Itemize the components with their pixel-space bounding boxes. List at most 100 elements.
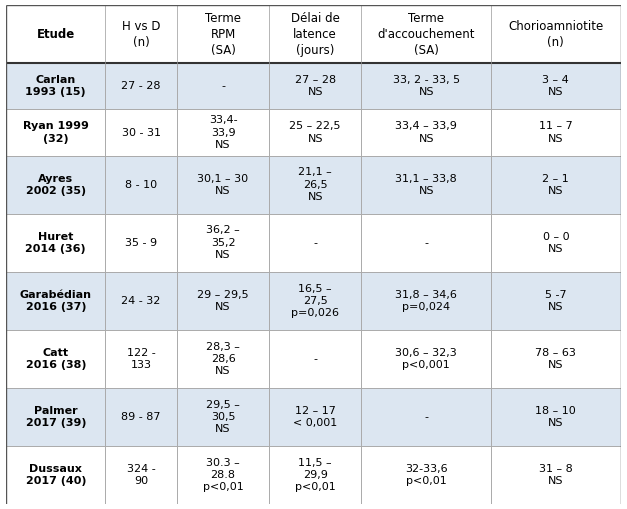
Bar bbox=[491, 156, 621, 214]
Text: 2 – 1
NS: 2 – 1 NS bbox=[542, 174, 569, 196]
Bar bbox=[491, 63, 621, 109]
Bar bbox=[6, 388, 105, 446]
Bar bbox=[105, 388, 177, 446]
Text: 27 – 28
NS: 27 – 28 NS bbox=[295, 75, 336, 98]
Bar bbox=[177, 214, 269, 272]
Bar bbox=[361, 63, 491, 109]
Text: Catt
2016 (38): Catt 2016 (38) bbox=[26, 348, 86, 370]
Text: 25 – 22,5
NS: 25 – 22,5 NS bbox=[290, 122, 341, 144]
Bar bbox=[491, 446, 621, 504]
Text: 5 -7
NS: 5 -7 NS bbox=[545, 290, 567, 312]
Text: Palmer
2017 (39): Palmer 2017 (39) bbox=[26, 406, 86, 428]
Text: 89 - 87: 89 - 87 bbox=[122, 412, 161, 422]
Bar bbox=[269, 272, 361, 330]
Text: 31,8 – 34,6
p=0,024: 31,8 – 34,6 p=0,024 bbox=[395, 290, 457, 312]
Bar bbox=[361, 446, 491, 504]
Bar bbox=[177, 272, 269, 330]
Bar bbox=[269, 214, 361, 272]
Bar bbox=[6, 5, 621, 63]
Text: Etude: Etude bbox=[36, 27, 75, 41]
Bar bbox=[105, 446, 177, 504]
Bar bbox=[177, 446, 269, 504]
Bar bbox=[6, 446, 105, 504]
Bar bbox=[491, 214, 621, 272]
Bar bbox=[6, 63, 105, 109]
Text: 18 – 10
NS: 18 – 10 NS bbox=[535, 406, 576, 428]
Bar bbox=[361, 156, 491, 214]
Bar bbox=[491, 272, 621, 330]
Bar bbox=[269, 109, 361, 156]
Bar bbox=[6, 272, 105, 330]
Text: Carlan
1993 (15): Carlan 1993 (15) bbox=[26, 75, 86, 98]
Text: 32-33,6
p<0,01: 32-33,6 p<0,01 bbox=[405, 464, 448, 486]
Text: Huret
2014 (36): Huret 2014 (36) bbox=[26, 232, 86, 254]
Text: -: - bbox=[314, 354, 317, 364]
Bar bbox=[105, 214, 177, 272]
Text: 78 – 63
NS: 78 – 63 NS bbox=[535, 348, 576, 370]
Text: 8 - 10: 8 - 10 bbox=[125, 180, 157, 190]
Text: Ryan 1999
(32): Ryan 1999 (32) bbox=[23, 122, 88, 144]
Text: 29,5 –
30,5
NS: 29,5 – 30,5 NS bbox=[206, 400, 240, 434]
Text: Terme
d'accouchement
(SA): Terme d'accouchement (SA) bbox=[377, 12, 475, 56]
Bar bbox=[6, 109, 105, 156]
Bar bbox=[269, 156, 361, 214]
Bar bbox=[361, 109, 491, 156]
Bar bbox=[105, 330, 177, 388]
Bar bbox=[105, 109, 177, 156]
Text: 35 - 9: 35 - 9 bbox=[125, 238, 157, 248]
Bar bbox=[177, 156, 269, 214]
Text: -: - bbox=[314, 238, 317, 248]
Bar bbox=[491, 388, 621, 446]
Text: 30 - 31: 30 - 31 bbox=[122, 128, 161, 138]
Bar bbox=[105, 272, 177, 330]
Text: -: - bbox=[424, 238, 428, 248]
Text: 36,2 –
35,2
NS: 36,2 – 35,2 NS bbox=[206, 225, 240, 260]
Bar bbox=[6, 214, 105, 272]
Bar bbox=[269, 446, 361, 504]
Bar bbox=[361, 388, 491, 446]
Bar bbox=[269, 330, 361, 388]
Text: 324 -
90: 324 - 90 bbox=[127, 464, 155, 486]
Text: 33, 2 - 33, 5
NS: 33, 2 - 33, 5 NS bbox=[393, 75, 460, 98]
Text: H vs D
(n): H vs D (n) bbox=[122, 19, 161, 48]
Text: 0 – 0
NS: 0 – 0 NS bbox=[542, 232, 569, 254]
Text: 24 - 32: 24 - 32 bbox=[122, 296, 161, 306]
Text: Terme
RPM
(SA): Terme RPM (SA) bbox=[205, 12, 241, 56]
Text: 12 – 17
< 0,001: 12 – 17 < 0,001 bbox=[293, 406, 337, 428]
Text: 29 – 29,5
NS: 29 – 29,5 NS bbox=[198, 290, 249, 312]
Text: 16,5 –
27,5
p=0,026: 16,5 – 27,5 p=0,026 bbox=[291, 284, 339, 318]
Bar bbox=[269, 388, 361, 446]
Text: 30,1 – 30
NS: 30,1 – 30 NS bbox=[198, 174, 248, 196]
Text: 11,5 –
29,9
p<0,01: 11,5 – 29,9 p<0,01 bbox=[295, 458, 335, 492]
Text: Délai de
latence
(jours): Délai de latence (jours) bbox=[291, 12, 340, 56]
Bar bbox=[177, 388, 269, 446]
Text: 122 -
133: 122 - 133 bbox=[127, 348, 155, 370]
Bar bbox=[361, 272, 491, 330]
Text: Garabédian
2016 (37): Garabédian 2016 (37) bbox=[20, 290, 92, 312]
Bar bbox=[269, 63, 361, 109]
Text: 27 - 28: 27 - 28 bbox=[122, 81, 161, 91]
Bar bbox=[177, 330, 269, 388]
Text: 33,4 – 33,9
NS: 33,4 – 33,9 NS bbox=[395, 122, 457, 144]
Text: Ayres
2002 (35): Ayres 2002 (35) bbox=[26, 174, 86, 196]
Bar bbox=[6, 330, 105, 388]
Text: 11 – 7
NS: 11 – 7 NS bbox=[539, 122, 572, 144]
Text: 30.3 –
28.8
p<0,01: 30.3 – 28.8 p<0,01 bbox=[203, 458, 243, 492]
Bar bbox=[105, 156, 177, 214]
Bar bbox=[177, 109, 269, 156]
Bar bbox=[491, 109, 621, 156]
Bar bbox=[361, 330, 491, 388]
Bar bbox=[105, 63, 177, 109]
Text: -: - bbox=[221, 81, 225, 91]
Bar bbox=[6, 156, 105, 214]
Text: Chorioamniotite
(n): Chorioamniotite (n) bbox=[508, 19, 604, 48]
Text: 33,4-
33,9
NS: 33,4- 33,9 NS bbox=[209, 116, 238, 150]
Bar bbox=[361, 214, 491, 272]
Text: -: - bbox=[424, 412, 428, 422]
Text: 28,3 –
28,6
NS: 28,3 – 28,6 NS bbox=[206, 342, 240, 376]
Bar bbox=[491, 330, 621, 388]
Text: 21,1 –
26,5
NS: 21,1 – 26,5 NS bbox=[298, 167, 332, 202]
Text: 31,1 – 33,8
NS: 31,1 – 33,8 NS bbox=[395, 174, 457, 196]
Bar bbox=[177, 63, 269, 109]
Text: Dussaux
2017 (40): Dussaux 2017 (40) bbox=[26, 464, 86, 486]
